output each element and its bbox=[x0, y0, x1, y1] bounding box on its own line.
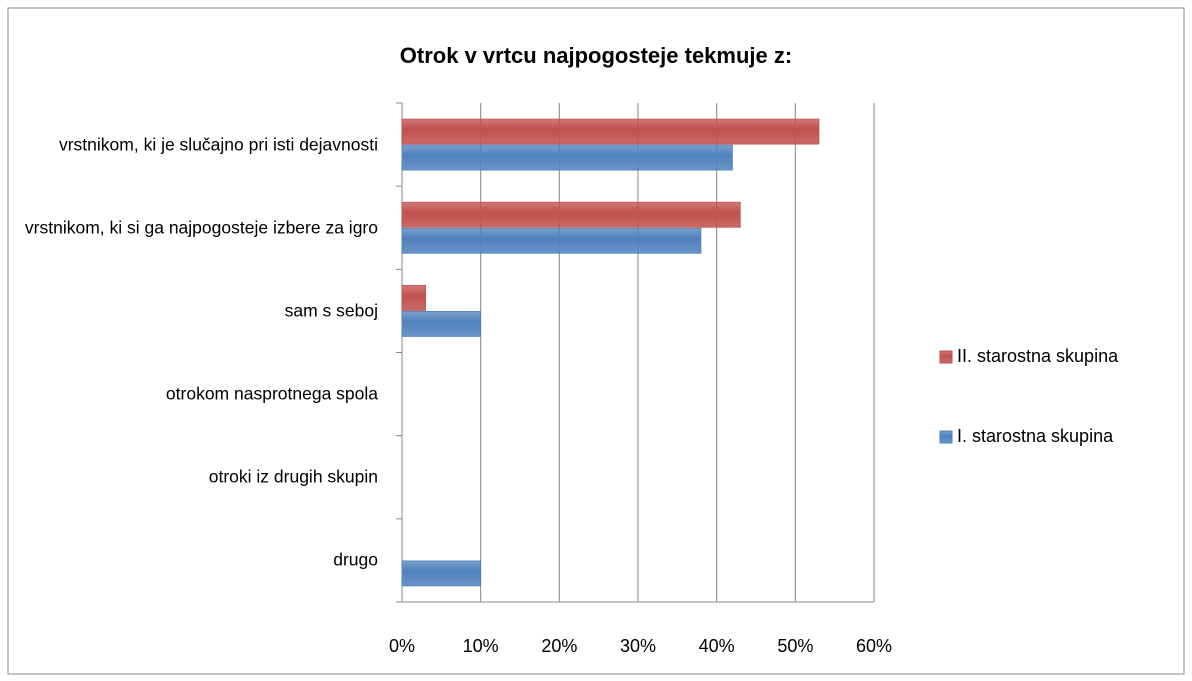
x-tick-label: 60% bbox=[856, 636, 892, 656]
legend-swatch bbox=[939, 430, 953, 444]
x-tick-label: 40% bbox=[699, 636, 735, 656]
x-tick-label: 10% bbox=[463, 636, 499, 656]
legend-swatch bbox=[939, 350, 953, 364]
x-tick-label: 0% bbox=[389, 636, 415, 656]
legend-label: II. starostna skupina bbox=[957, 346, 1119, 366]
bar bbox=[401, 118, 820, 145]
y-tick-label: drugo bbox=[333, 549, 378, 570]
bar bbox=[401, 560, 482, 587]
bar bbox=[401, 311, 482, 337]
bar bbox=[401, 227, 702, 254]
x-tick-label: 20% bbox=[541, 636, 577, 656]
bar bbox=[401, 201, 741, 228]
x-tick-label: 30% bbox=[620, 636, 656, 656]
y-tick-label: sam s seboj bbox=[284, 300, 378, 321]
chart-title: Otrok v vrtcu najpogosteje tekmuje z: bbox=[400, 43, 792, 68]
legend-label: I. starostna skupina bbox=[957, 426, 1114, 446]
y-tick-label: otrokom nasprotnega spola bbox=[165, 383, 378, 404]
y-tick-label: otroki iz drugih skupin bbox=[208, 466, 378, 487]
y-tick-label: vrstnikom, ki si ga najpogosteje izbere … bbox=[24, 217, 378, 238]
y-tick-label: vrstnikom, ki je slučajno pri isti dejav… bbox=[58, 134, 378, 155]
x-tick-label: 50% bbox=[777, 636, 813, 656]
bar bbox=[401, 144, 733, 171]
bar bbox=[401, 285, 427, 311]
